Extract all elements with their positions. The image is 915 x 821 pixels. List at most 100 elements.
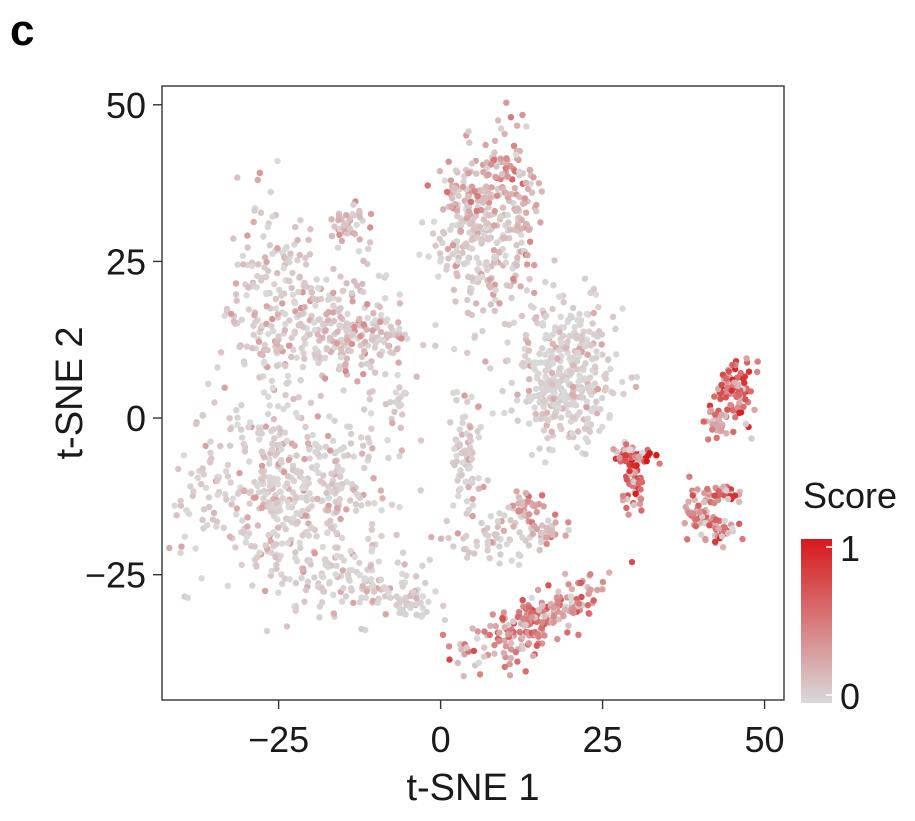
scatter-point: [496, 543, 503, 550]
scatter-point: [385, 342, 392, 350]
scatter-point: [288, 353, 295, 361]
scatter-point: [309, 431, 316, 439]
scatter-point: [178, 543, 185, 550]
scatter-point: [465, 128, 472, 135]
scatter-point: [255, 261, 262, 268]
scatter-point: [364, 360, 371, 367]
scatter-point: [540, 398, 548, 405]
scatter-point: [449, 242, 457, 249]
scatter-point: [264, 410, 272, 418]
scatter-point: [454, 212, 461, 220]
scatter-point: [526, 275, 533, 283]
scatter-point: [706, 522, 713, 529]
scatter-point: [226, 442, 234, 449]
scatter-point: [351, 230, 359, 238]
scatter-point: [455, 492, 462, 500]
scatter-point: [457, 485, 464, 492]
scatter-point: [359, 583, 366, 590]
scatter-point: [390, 349, 397, 357]
scatter-point: [275, 333, 282, 340]
scatter-point: [487, 513, 494, 520]
scatter-point: [593, 398, 600, 405]
scatter-point: [378, 507, 385, 514]
scatter-point: [719, 544, 727, 551]
scatter-point: [306, 251, 314, 258]
scatter-point: [356, 315, 363, 323]
scatter-point: [342, 593, 350, 600]
scatter-point: [453, 207, 461, 215]
scatter-point: [692, 522, 699, 530]
scatter-point: [532, 410, 539, 418]
scatter-point: [590, 597, 597, 604]
scatter-point: [396, 403, 403, 410]
scatter-point: [513, 207, 520, 214]
scatter-point: [601, 387, 608, 394]
scatter-point: [260, 346, 268, 353]
scatter-point: [583, 403, 590, 411]
scatter-point: [200, 506, 208, 513]
scatter-point: [463, 259, 471, 266]
scatter-point: [451, 445, 458, 452]
scatter-point: [367, 224, 374, 231]
scatter-point: [246, 458, 253, 465]
scatter-point: [468, 220, 476, 227]
scatter-point: [283, 623, 291, 630]
scatter-point: [332, 458, 339, 465]
scatter-point: [598, 394, 606, 402]
scatter-point: [292, 579, 300, 587]
scatter-point: [330, 295, 337, 302]
scatter-point: [450, 502, 457, 509]
scatter-point: [222, 491, 229, 498]
scatter-point: [376, 351, 383, 358]
color-legend-min-label: 0: [840, 676, 860, 717]
scatter-point: [522, 220, 530, 228]
scatter-point: [578, 336, 586, 344]
scatter-point: [377, 576, 385, 583]
scatter-point: [459, 249, 466, 256]
scatter-point: [361, 347, 368, 355]
scatter-point: [492, 173, 499, 181]
scatter-point: [365, 453, 372, 460]
scatter-point: [581, 275, 589, 282]
scatter-point: [586, 428, 594, 436]
scatter-point: [526, 238, 534, 245]
scatter-point: [366, 239, 374, 246]
scatter-point: [292, 409, 300, 417]
scatter-point: [437, 535, 445, 542]
scatter-point: [202, 442, 209, 450]
scatter-point: [519, 534, 526, 541]
scatter-point: [485, 212, 492, 219]
scatter-point: [425, 598, 432, 605]
scatter-point: [333, 562, 340, 570]
scatter-point: [513, 242, 520, 249]
scatter-point: [718, 533, 726, 540]
scatter-point: [474, 274, 481, 282]
scatter-point: [491, 222, 498, 229]
scatter-point: [469, 495, 476, 503]
scatter-point: [447, 226, 454, 233]
scatter-point: [281, 429, 289, 436]
scatter-point: [379, 495, 386, 502]
scatter-point: [265, 531, 272, 539]
scatter-point: [531, 503, 539, 510]
scatter-point: [432, 588, 439, 595]
scatter-point: [177, 549, 184, 557]
scatter-point: [504, 339, 511, 346]
scatter-point: [359, 442, 367, 449]
scatter-point: [542, 351, 549, 358]
scatter-point: [468, 274, 476, 281]
scatter-point: [712, 538, 719, 545]
scatter-point: [274, 269, 281, 277]
scatter-point: [277, 552, 284, 559]
scatter-point: [297, 217, 304, 224]
scatter-point: [500, 609, 508, 616]
scatter-point: [383, 272, 390, 279]
scatter-point: [194, 474, 201, 481]
scatter-point: [284, 498, 291, 506]
scatter-point: [356, 213, 363, 221]
scatter-point: [177, 502, 185, 509]
scatter-point: [715, 416, 723, 424]
scatter-point: [541, 632, 548, 639]
scatter-point: [568, 608, 576, 616]
scatter-point: [340, 444, 347, 451]
